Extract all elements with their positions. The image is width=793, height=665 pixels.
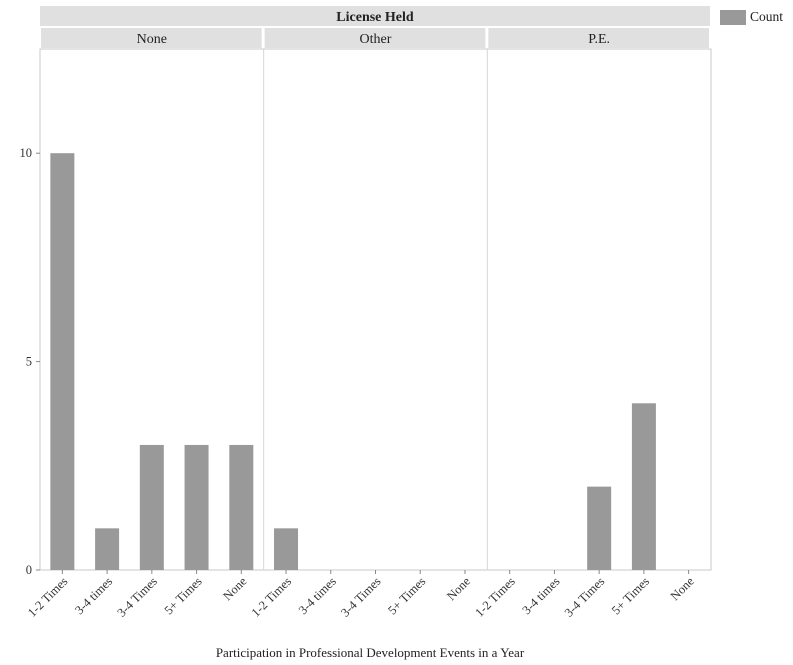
x-tick-label: 1-2 Times xyxy=(25,574,71,620)
y-tick-label: 0 xyxy=(26,563,32,577)
bar-p-e-3-4-times xyxy=(587,486,612,570)
bar-none-1-2-times xyxy=(50,153,75,570)
x-tick-label: None xyxy=(668,574,697,603)
x-tick-label: None xyxy=(444,574,473,603)
x-tick-label: None xyxy=(220,574,249,603)
bar-other-1-2-times xyxy=(274,528,299,570)
facet-group-title: License Held xyxy=(336,10,414,25)
bar-none-3-4-times xyxy=(95,528,120,570)
x-tick-label: 1-2 Times xyxy=(249,574,295,620)
facet-header-none xyxy=(41,28,262,48)
bar-none-5-times xyxy=(184,444,209,570)
legend: Count xyxy=(720,9,783,25)
x-axis: 1-2 Times 3-4 times 3-4 Times 5+ Times None 1… xyxy=(25,570,697,620)
facet-headers: None Other P.E. xyxy=(41,28,709,48)
y-tick-label: 5 xyxy=(26,355,32,369)
facet-header-p-e xyxy=(488,28,709,48)
bars-layer xyxy=(50,153,656,570)
x-tick-label: 3-4 times xyxy=(72,574,115,617)
facet-label-p-e: P.E. xyxy=(588,32,610,47)
x-tick-label: 3-4 Times xyxy=(562,574,608,620)
y-tick-label: 10 xyxy=(20,146,33,160)
x-tick-label: 5+ Times xyxy=(385,574,428,617)
bar-none-none xyxy=(229,444,254,570)
x-axis-title: Participation in Professional Developmen… xyxy=(216,645,525,660)
facet-group-header xyxy=(40,6,710,26)
bar-none-3-4-times xyxy=(139,444,164,570)
x-tick-label: 3-4 times xyxy=(296,574,339,617)
facet-label-none: None xyxy=(137,32,167,47)
facet-header-other xyxy=(264,28,486,48)
facet-dividers xyxy=(263,49,488,570)
x-tick-label: 5+ Times xyxy=(162,574,205,617)
x-tick-label: 3-4 times xyxy=(520,574,563,617)
x-tick-label: 1-2 Times xyxy=(472,574,518,620)
legend-swatch xyxy=(720,9,746,25)
facet-label-other: Other xyxy=(360,32,392,47)
y-axis: 0 5 10 xyxy=(20,146,40,577)
x-tick-label: 5+ Times xyxy=(609,574,652,617)
bar-p-e-5-times xyxy=(631,403,656,570)
x-tick-label: 3-4 Times xyxy=(338,574,384,620)
x-tick-label: 3-4 Times xyxy=(114,574,160,620)
legend-label: Count xyxy=(750,9,784,24)
